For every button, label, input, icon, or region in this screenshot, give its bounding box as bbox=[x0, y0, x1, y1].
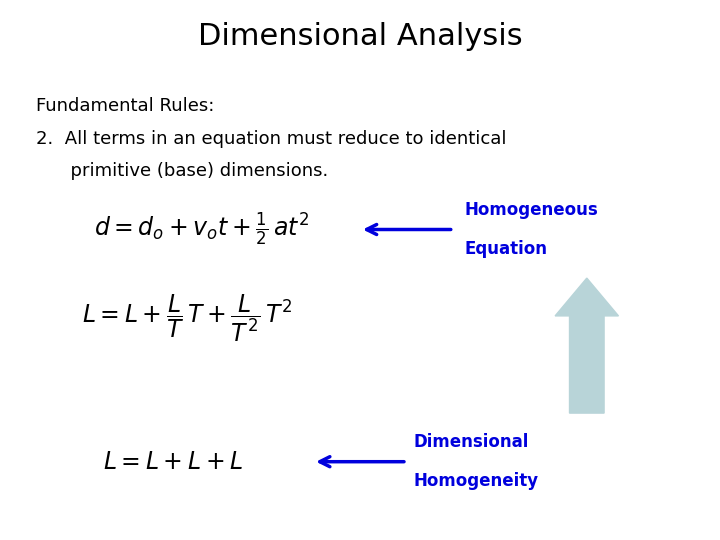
Text: 2.  All terms in an equation must reduce to identical: 2. All terms in an equation must reduce … bbox=[36, 130, 506, 147]
Text: $d = d_o + v_o t + \frac{1}{2}\, at^2$: $d = d_o + v_o t + \frac{1}{2}\, at^2$ bbox=[94, 211, 310, 248]
FancyArrow shape bbox=[555, 278, 618, 413]
Text: $L = L + L + L$: $L = L + L + L$ bbox=[103, 450, 243, 474]
Text: Dimensional: Dimensional bbox=[414, 433, 529, 451]
Text: Homogeneous: Homogeneous bbox=[464, 201, 598, 219]
Text: Equation: Equation bbox=[464, 240, 547, 258]
Text: Fundamental Rules:: Fundamental Rules: bbox=[36, 97, 215, 115]
Text: primitive (base) dimensions.: primitive (base) dimensions. bbox=[36, 162, 328, 180]
Text: Homogeneity: Homogeneity bbox=[414, 472, 539, 490]
Text: Dimensional Analysis: Dimensional Analysis bbox=[198, 22, 522, 51]
Text: $L = L + \dfrac{L}{T}\,T + \dfrac{L}{T^2}\,T^2$: $L = L + \dfrac{L}{T}\,T + \dfrac{L}{T^2… bbox=[82, 293, 292, 345]
